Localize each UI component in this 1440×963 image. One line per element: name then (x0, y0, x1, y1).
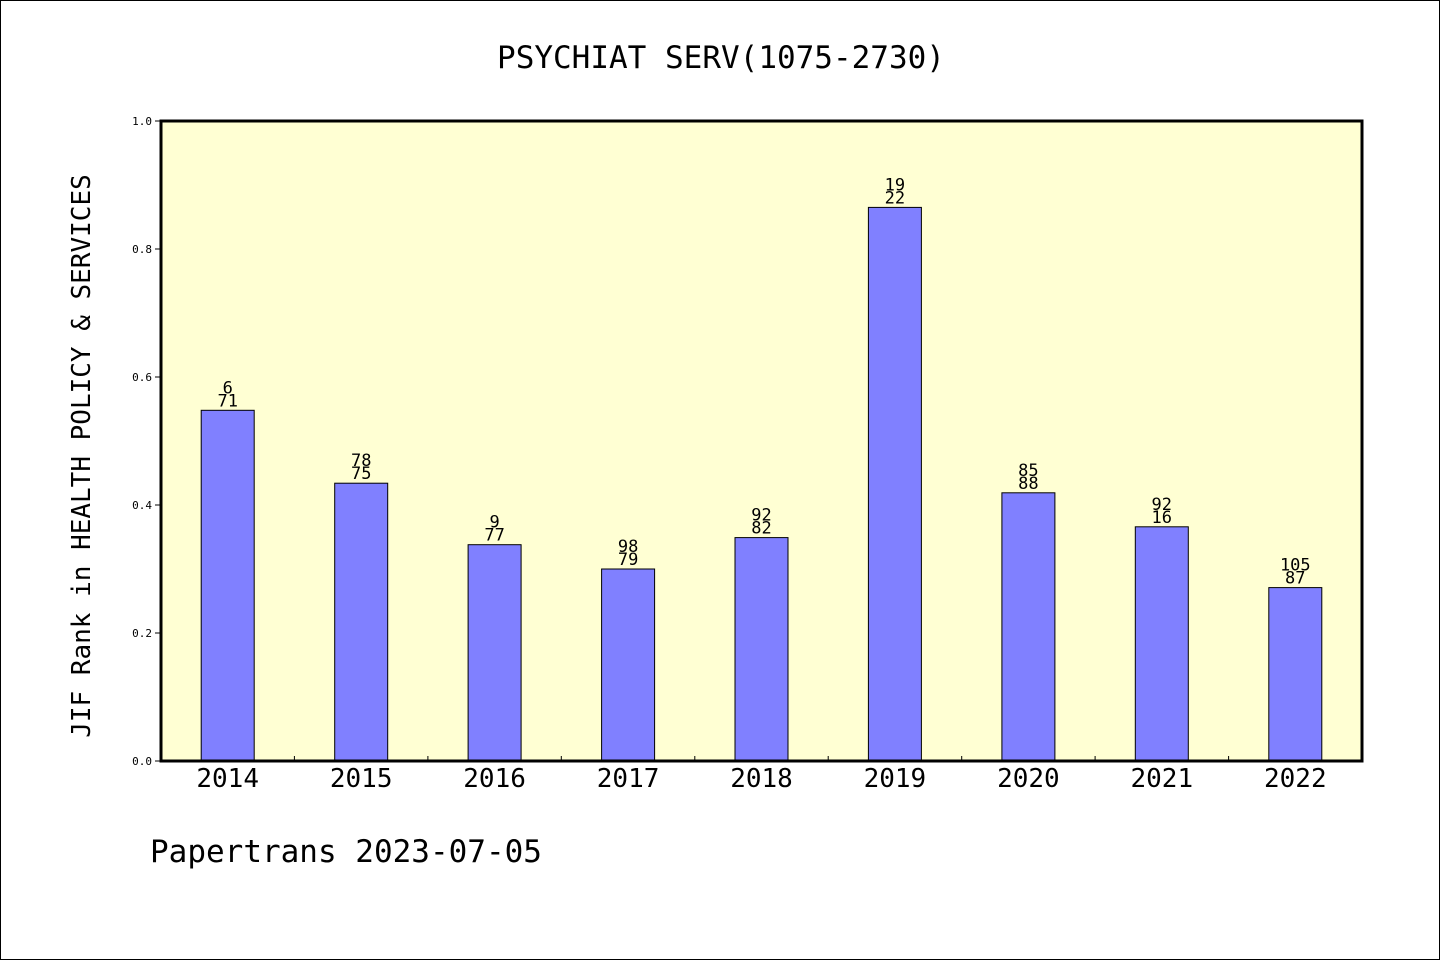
bar-label-bottom-2015: 75 (351, 464, 371, 484)
x-tick-label-2015: 2015 (330, 764, 393, 794)
x-tick-label-2020: 2020 (997, 764, 1060, 794)
y-tick-label-1.0: 1.0 (132, 115, 152, 128)
bar-label-top-2015: 78 (351, 451, 371, 471)
y-axis-label: JIF Rank in HEALTH POLICY & SERVICES (67, 174, 97, 738)
y-tick-label-0.2: 0.2 (132, 627, 152, 640)
bar-label-top-2016: 9 (489, 513, 499, 533)
plot-border (159, 119, 1364, 763)
bar-label-bottom-2017: 79 (618, 550, 638, 570)
x-tick-label-2021: 2021 (1130, 764, 1193, 794)
bar-label-top-2019: 19 (885, 175, 905, 195)
x-tick-label-2019: 2019 (864, 764, 927, 794)
bar-label-bottom-2014: 71 (217, 391, 237, 411)
bar-label-bottom-2018: 82 (751, 519, 771, 539)
bar-2015 (334, 482, 389, 762)
bar-label-bottom-2020: 88 (1018, 474, 1038, 494)
bar-label-top-2018: 92 (751, 506, 771, 526)
x-tick-label-2022: 2022 (1264, 764, 1327, 794)
x-ticks-group: 2014 2015 2016 2017 2018 2019 2020 2021 2022 (196, 756, 1327, 794)
bar-label-bottom-2019: 22 (885, 188, 905, 208)
bar-2017 (601, 568, 656, 762)
bar-label-top-2014: 6 (223, 378, 233, 398)
y-ticks-group: 0.0 0.2 0.4 0.6 0.8 1.0 (132, 115, 161, 768)
chart-title: PSYCHIAT SERV(1075-2730) (497, 40, 945, 76)
bar-2019 (867, 206, 922, 762)
bar-label-top-2022: 105 (1280, 556, 1311, 576)
bar-2016 (467, 544, 522, 762)
x-tick-label-2018: 2018 (730, 764, 793, 794)
bar-label-top-2020: 85 (1018, 461, 1038, 481)
y-tick-label-0.8: 0.8 (132, 243, 152, 256)
bar-2020 (1001, 492, 1056, 762)
bar-label-top-2017: 98 (618, 537, 638, 557)
bars-group (200, 206, 1323, 762)
bar-label-bottom-2016: 77 (484, 526, 504, 546)
x-tick-label-2016: 2016 (463, 764, 526, 794)
footer-text: Papertrans 2023-07-05 (150, 834, 542, 870)
bar-2018 (734, 537, 789, 762)
x-tick-label-2017: 2017 (597, 764, 660, 794)
bar-label-bottom-2022: 87 (1285, 569, 1305, 589)
bar-2014 (200, 409, 255, 762)
bar-2021 (1134, 526, 1189, 762)
bar-2022 (1268, 587, 1323, 762)
bar-label-top-2021: 92 (1152, 495, 1172, 515)
x-tick-label-2014: 2014 (196, 764, 259, 794)
y-tick-label-0.0: 0.0 (132, 755, 152, 768)
bar-label-bottom-2021: 16 (1152, 508, 1172, 528)
y-tick-label-0.4: 0.4 (132, 499, 152, 512)
y-tick-label-0.6: 0.6 (132, 371, 152, 384)
